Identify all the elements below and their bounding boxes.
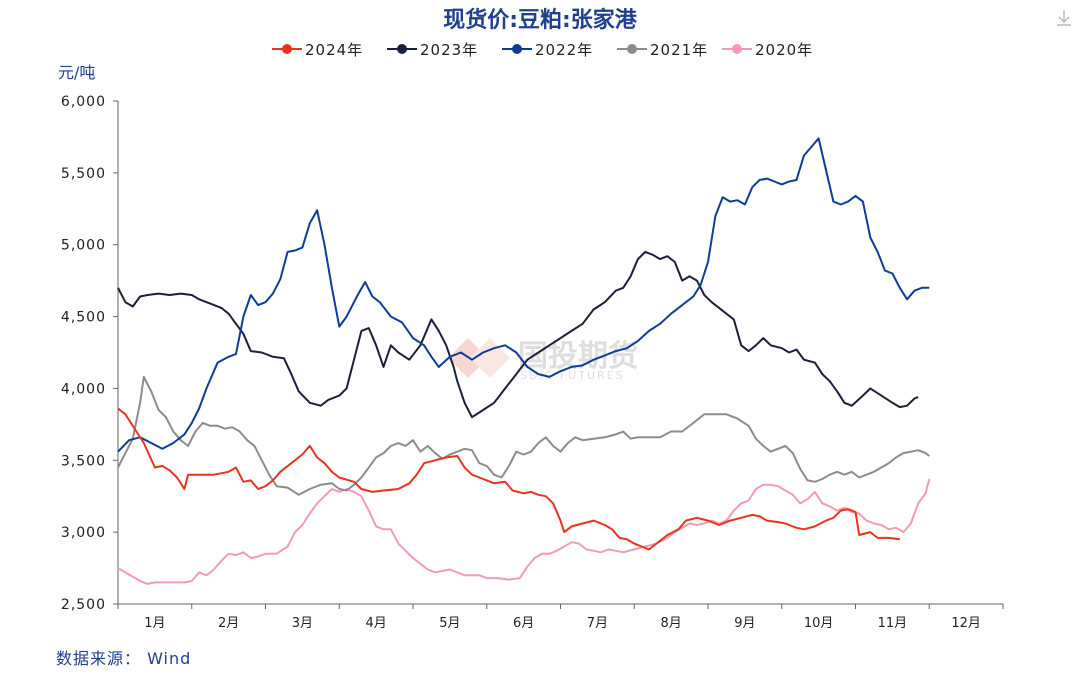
series-line-2023 — [117, 250, 919, 419]
x-tick-label: 8月 — [660, 616, 681, 631]
legend-marker — [282, 44, 292, 54]
source-note: 数据来源： Wind — [56, 649, 191, 668]
watermark-logo-icon — [448, 338, 510, 378]
y-tick-label: 6,000 — [61, 94, 106, 110]
series-line-2022 — [117, 137, 930, 453]
chart-title: 现货价:豆粕:张家港 — [443, 7, 638, 33]
legend-marker — [627, 44, 637, 54]
y-tick-label: 5,000 — [61, 238, 106, 254]
series-line-2024 — [117, 407, 900, 551]
legend-label: 2023年 — [420, 41, 478, 59]
axes: 2,500 3,000 3,500 4,000 4,500 5,000 5,500 6,000… — [61, 94, 1004, 631]
legend-marker — [512, 44, 522, 54]
x-tick-label: 9月 — [734, 616, 755, 631]
legend-marker — [397, 44, 407, 54]
legend-label: 2020年 — [755, 41, 813, 59]
x-tick-label: 1月 — [144, 616, 165, 631]
legend: 2024年 2023年 2022年 2021年 2020年 — [272, 41, 813, 59]
watermark-subtext: SDIC FUTURES — [520, 369, 625, 382]
x-tick-label: 5月 — [439, 616, 460, 631]
x-tick-label: 7月 — [587, 616, 608, 631]
x-tick-label: 10月 — [804, 616, 834, 631]
legend-marker — [732, 44, 742, 54]
legend-label: 2021年 — [650, 41, 708, 59]
series-line-2021 — [117, 375, 930, 496]
x-tick-label: 6月 — [513, 616, 534, 631]
y-axis-unit-label: 元/吨 — [58, 63, 95, 82]
y-tick-label: 3,500 — [61, 453, 106, 469]
watermark-text: 国投期货 — [518, 339, 638, 374]
series-lines — [117, 137, 931, 585]
y-tick-label: 3,000 — [61, 525, 106, 541]
download-icon[interactable] — [1057, 10, 1071, 26]
y-tick-label: 5,500 — [61, 166, 106, 182]
x-tick-label: 3月 — [292, 616, 313, 631]
x-tick-label: 4月 — [365, 616, 386, 631]
y-tick-label: 4,500 — [61, 310, 106, 326]
series-line-2020 — [117, 478, 931, 585]
x-tick-label: 12月 — [951, 616, 981, 631]
legend-label: 2024年 — [305, 41, 363, 59]
legend-label: 2022年 — [535, 41, 593, 59]
y-tick-label: 4,000 — [61, 381, 106, 397]
x-tick-label: 11月 — [878, 616, 908, 631]
x-tick-label: 2月 — [218, 616, 239, 631]
y-tick-label: 2,500 — [61, 597, 106, 613]
